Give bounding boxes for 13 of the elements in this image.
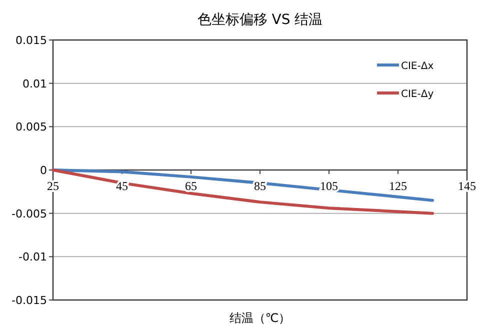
chart-title: 色坐标偏移 VS 结温 <box>197 12 323 28</box>
legend-label: CIE-Δy <box>401 89 434 100</box>
x-tick-label: 125 <box>389 179 407 193</box>
y-tick-label: 0.005 <box>16 120 47 134</box>
y-tick-label: -0.005 <box>12 207 47 220</box>
y-tick-label: 0 <box>40 164 47 177</box>
y-tick-label: -0.01 <box>18 250 47 264</box>
y-tick-label: 0.015 <box>16 34 47 47</box>
x-tick-label: 65 <box>185 179 197 193</box>
y-tick-label: -0.015 <box>12 294 47 307</box>
y-tick-label: 0.01 <box>22 77 47 90</box>
legend-label: CIE-Δx <box>401 61 434 72</box>
x-axis-title: 结温（℃） <box>229 311 291 325</box>
